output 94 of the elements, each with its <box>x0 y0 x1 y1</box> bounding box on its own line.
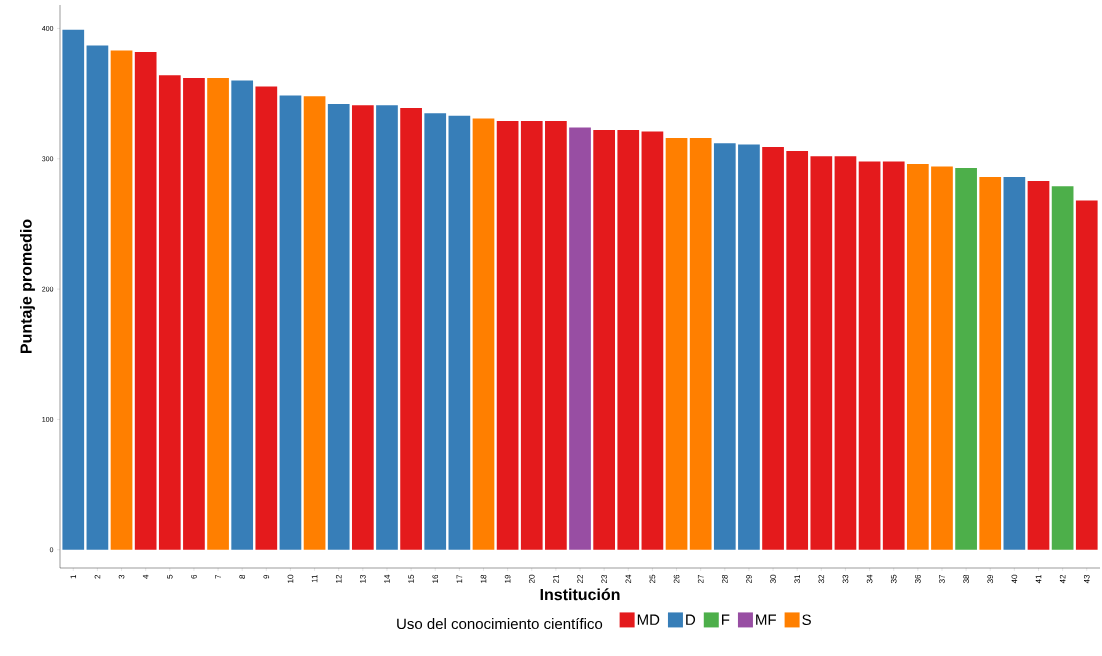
x-tick-label: 30 <box>770 574 776 584</box>
bar <box>762 147 784 550</box>
x-tick-label: 15 <box>408 574 414 583</box>
x-tick-label: 37 <box>939 574 945 584</box>
bar <box>86 45 109 550</box>
x-tick-label: 27 <box>697 574 704 584</box>
bar <box>62 29 85 550</box>
bar <box>1027 180 1050 550</box>
bar <box>786 150 809 550</box>
bar <box>327 104 350 550</box>
bar <box>906 163 929 550</box>
x-tick-label: 20 <box>528 574 535 584</box>
x-tick-label: 31 <box>794 574 801 584</box>
x-tick-label: 2 <box>94 574 101 579</box>
x-tick-label: 11 <box>311 574 318 583</box>
bar <box>834 156 857 550</box>
x-tick-label: 24 <box>625 574 632 584</box>
x-tick-label: 13 <box>360 574 366 583</box>
bar <box>1051 186 1074 550</box>
x-axis-title: Institución <box>540 588 620 601</box>
bar <box>255 86 278 550</box>
bar <box>689 137 712 550</box>
bar <box>496 120 519 550</box>
bar <box>569 127 591 550</box>
bar <box>882 161 905 550</box>
bar <box>400 107 422 550</box>
x-tick-label: 40 <box>1011 574 1018 584</box>
x-tick-label: 34 <box>866 574 873 584</box>
x-tick-label: 9 <box>263 574 270 579</box>
bar <box>424 113 447 550</box>
x-tick-label: 38 <box>963 574 969 584</box>
x-tick-label: 14 <box>384 574 390 583</box>
bar <box>472 118 495 550</box>
bar <box>593 130 616 550</box>
bar <box>207 77 229 550</box>
bar <box>1075 200 1098 550</box>
x-tick-label: 10 <box>287 574 294 583</box>
x-tick-label: 35 <box>890 574 897 584</box>
bar <box>110 50 133 550</box>
x-tick-label: 28 <box>721 574 728 584</box>
bar <box>617 130 640 550</box>
x-tick-label: 32 <box>818 574 825 584</box>
bar <box>738 144 760 550</box>
x-tick-label: 6 <box>191 574 197 579</box>
x-tick-label: 22 <box>577 574 583 584</box>
legend-label: S <box>802 614 811 626</box>
legend-label: MF <box>756 614 776 625</box>
x-tick-label: 17 <box>456 574 463 583</box>
x-tick-label: 25 <box>649 574 656 584</box>
x-tick-label: 42 <box>1059 574 1066 584</box>
x-tick-label: 36 <box>915 574 921 584</box>
x-tick-label: 26 <box>673 574 680 584</box>
bar <box>158 75 181 550</box>
x-tick-label: 39 <box>987 574 994 584</box>
y-axis-title: Puntaje promedio <box>20 219 35 353</box>
legend-title: Uso del conocimiento científico <box>397 617 603 630</box>
x-tick-label: 33 <box>842 574 849 584</box>
x-tick-label: 3 <box>118 574 125 579</box>
bar <box>279 95 302 550</box>
x-tick-label: 23 <box>601 574 607 584</box>
x-tick-label: 7 <box>215 574 221 579</box>
bar <box>858 161 881 550</box>
x-tick-label: 19 <box>504 574 511 583</box>
bar <box>1003 177 1026 550</box>
x-tick-label: 12 <box>335 574 342 583</box>
x-tick-label: 18 <box>480 574 487 583</box>
x-tick-label: 43 <box>1083 574 1090 584</box>
bar <box>979 177 1002 550</box>
bar <box>931 166 953 550</box>
bar <box>448 115 471 550</box>
bar <box>134 51 157 550</box>
bar <box>231 80 254 550</box>
x-tick-label: 4 <box>142 574 149 579</box>
legend-label: MD <box>637 614 660 625</box>
x-tick-label: 29 <box>746 574 752 584</box>
x-tick-label: 16 <box>432 574 439 583</box>
x-tick-label: 5 <box>167 574 173 579</box>
x-tick-label: 21 <box>553 574 559 584</box>
bar <box>810 156 833 550</box>
bar <box>641 131 664 550</box>
bar <box>665 137 688 550</box>
legend-label: D <box>686 614 696 625</box>
bar <box>545 120 567 550</box>
bar <box>376 105 398 550</box>
bar <box>183 77 205 550</box>
legend-label: F <box>722 614 730 625</box>
bar <box>955 167 977 550</box>
bar <box>713 143 736 550</box>
bar <box>351 105 374 550</box>
bar <box>303 96 326 550</box>
x-tick-label: 1 <box>70 574 77 579</box>
bar <box>520 120 543 550</box>
x-tick-label: 41 <box>1035 574 1042 584</box>
x-tick-label: 8 <box>239 574 246 579</box>
